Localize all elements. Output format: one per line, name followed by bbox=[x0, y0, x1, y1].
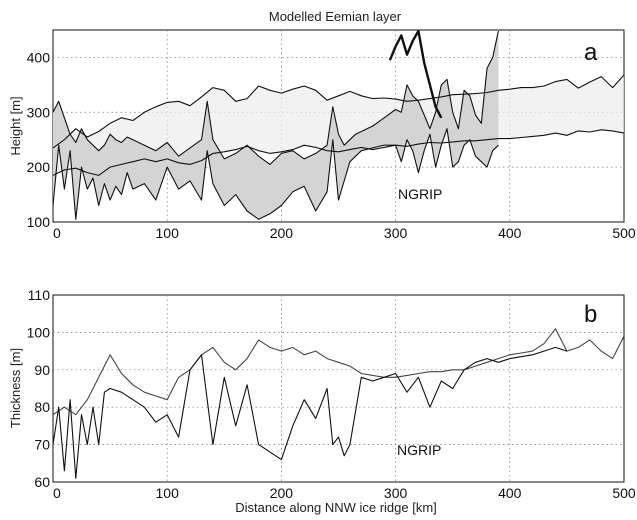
panel-b-xtick-label-4: 400 bbox=[498, 485, 522, 501]
panel-a-letter: a bbox=[584, 39, 598, 66]
panel-b-ytick-label-0: 60 bbox=[34, 474, 50, 490]
panel-b-ytick-label-3: 90 bbox=[34, 362, 50, 378]
panel-b-ngrip-annotation: NGRIP bbox=[397, 442, 441, 458]
panel-a-xtick-label-4: 400 bbox=[498, 225, 522, 241]
panel-a-series-surface-upper bbox=[52, 74, 625, 149]
panel-a-ngrip-annotation: NGRIP bbox=[398, 186, 442, 202]
panel-b-xtick-label-2: 200 bbox=[270, 485, 294, 501]
panel-b-plot bbox=[52, 328, 625, 479]
panel-b-xtick-label-1: 100 bbox=[156, 485, 180, 501]
panel-a-ylabel: Height [m] bbox=[8, 96, 23, 155]
figure-title: Modelled Eemian layer bbox=[269, 9, 402, 24]
panel-a-xtick-label-2: 200 bbox=[270, 225, 294, 241]
panel-b-grid bbox=[53, 295, 624, 482]
panel-a-ytick-label-1: 200 bbox=[27, 159, 51, 175]
panel-b-frame bbox=[52, 294, 625, 483]
panel-b-ytick-label-5: 110 bbox=[28, 287, 51, 303]
panel-a-ytick-label-0: 100 bbox=[27, 214, 51, 230]
panel-b-xlabel: Distance along NNW ice ridge [km] bbox=[235, 500, 437, 515]
panel-b-ylabel: Thickness [m] bbox=[8, 348, 23, 428]
panel-b-ytick-label-2: 80 bbox=[34, 399, 50, 415]
panel-a-series-surface-lower bbox=[52, 129, 625, 176]
panel-a-xtick-label-1: 100 bbox=[156, 225, 180, 241]
panel-a-plot bbox=[52, 29, 625, 220]
panel-a-xtick-label-5: 500 bbox=[612, 225, 636, 241]
panel-a-shaded-band-top bbox=[53, 31, 499, 220]
panel-b-series-upper-curve bbox=[52, 328, 625, 416]
panel-a-series-thick-segment bbox=[388, 29, 443, 119]
panel-b-xtick-label-3: 300 bbox=[384, 485, 408, 501]
panel-b-ytick-label-1: 70 bbox=[34, 437, 50, 453]
panel-b-xtick-label-0: 0 bbox=[53, 485, 61, 501]
panel-a-ytick-label-3: 400 bbox=[27, 49, 51, 65]
panel-a-ytick-label-2: 300 bbox=[27, 104, 51, 120]
panel-a-xtick-label-3: 300 bbox=[384, 225, 408, 241]
panel-b-ticks: 0 100 200 300 400 500 60 70 80 90 100 110 bbox=[27, 287, 636, 501]
panel-b-xtick-label-5: 500 bbox=[612, 485, 636, 501]
panel-b: 0 100 200 300 400 500 60 70 80 90 100 110 Thickness… bbox=[8, 287, 636, 515]
panel-b-letter: b bbox=[584, 301, 597, 328]
panel-a-series-band-upper bbox=[52, 30, 499, 165]
panel-b-series-lower-curve bbox=[52, 346, 568, 479]
panel-b-ytick-label-4: 100 bbox=[27, 324, 51, 340]
panel-a-xtick-label-0: 0 bbox=[53, 225, 61, 241]
